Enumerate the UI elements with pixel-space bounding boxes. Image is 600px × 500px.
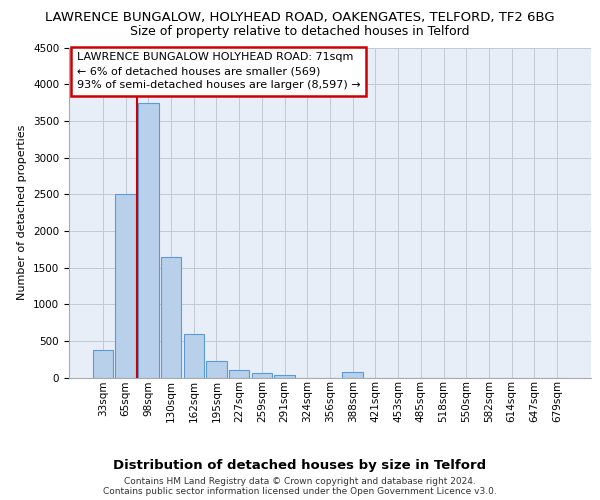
- Y-axis label: Number of detached properties: Number of detached properties: [17, 125, 28, 300]
- Bar: [274, 374, 295, 378]
- Bar: [161, 257, 181, 378]
- Bar: [93, 350, 113, 378]
- Text: Size of property relative to detached houses in Telford: Size of property relative to detached ho…: [130, 25, 470, 38]
- Text: LAWRENCE BUNGALOW, HOLYHEAD ROAD, OAKENGATES, TELFORD, TF2 6BG: LAWRENCE BUNGALOW, HOLYHEAD ROAD, OAKENG…: [45, 11, 555, 24]
- Bar: [138, 102, 158, 378]
- Bar: [115, 194, 136, 378]
- Text: Distribution of detached houses by size in Telford: Distribution of detached houses by size …: [113, 460, 487, 472]
- Bar: [343, 372, 363, 378]
- Bar: [251, 373, 272, 378]
- Text: Contains HM Land Registry data © Crown copyright and database right 2024.
Contai: Contains HM Land Registry data © Crown c…: [103, 476, 497, 496]
- Bar: [184, 334, 204, 378]
- Bar: [229, 370, 250, 378]
- Bar: [206, 361, 227, 378]
- Text: LAWRENCE BUNGALOW HOLYHEAD ROAD: 71sqm
← 6% of detached houses are smaller (569): LAWRENCE BUNGALOW HOLYHEAD ROAD: 71sqm ←…: [77, 52, 361, 90]
